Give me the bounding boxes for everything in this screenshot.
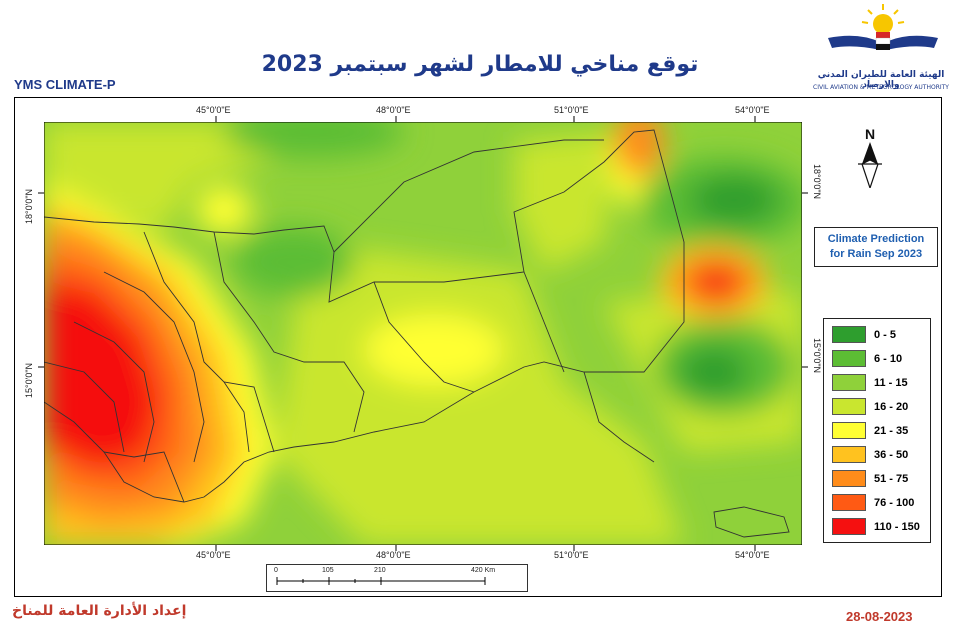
bottom-tick-54E: 54°0'0"E	[735, 550, 770, 560]
legend-label: 16 - 20	[874, 400, 909, 413]
legend-item: 21 - 35	[832, 422, 908, 439]
sun-icon	[861, 4, 905, 34]
rainfall-legend: 0 - 5 6 - 10 11 - 15 16 - 20 21 - 35 36 …	[823, 318, 931, 543]
legend-label: 36 - 50	[874, 448, 909, 461]
legend-swatch	[832, 446, 866, 463]
left-tick-15N: 15°0'0"N	[24, 362, 34, 398]
scale-bar: 0 105 210 420 Km	[266, 564, 528, 592]
top-tick-54E: 54°0'0"E	[735, 105, 770, 115]
legend-item: 110 - 150	[832, 518, 920, 535]
legend-label: 11 - 15	[874, 376, 908, 389]
legend-swatch	[832, 398, 866, 415]
top-tick-48E: 48°0'0"E	[376, 105, 411, 115]
top-tick-51E: 51°0'0"E	[554, 105, 589, 115]
left-tick-18N: 18°0'0"N	[24, 188, 34, 224]
rainfall-map	[44, 122, 802, 545]
bottom-tick-48E: 48°0'0"E	[376, 550, 411, 560]
legend-swatch	[832, 494, 866, 511]
north-arrow-icon: N	[852, 126, 888, 190]
map-title: توقع مناخي للامطار لشهر سبتمبر 2023	[261, 52, 699, 77]
governorate-boundaries	[44, 129, 685, 503]
wings-icon	[828, 35, 938, 50]
scale-label: 0	[274, 567, 278, 574]
legend-item: 0 - 5	[832, 326, 896, 343]
legend-label: 6 - 10	[874, 352, 903, 365]
flag-shield-icon	[875, 32, 891, 50]
scale-label: 210	[374, 567, 386, 574]
legend-item: 51 - 75	[832, 470, 908, 487]
legend-label: 110 - 150	[874, 520, 920, 533]
legend-label: 0 - 5	[874, 328, 897, 341]
legend-swatch	[832, 470, 866, 487]
legend-swatch	[832, 350, 866, 367]
scale-label: 105	[322, 567, 334, 574]
panel-line-1: Climate Prediction	[827, 233, 925, 245]
prediction-panel: Climate Prediction for Rain Sep 2023	[814, 227, 938, 267]
socotra-outline	[713, 506, 790, 538]
legend-item: 36 - 50	[832, 446, 908, 463]
legend-item: 16 - 20	[832, 398, 908, 415]
legend-label: 51 - 75	[874, 472, 909, 485]
logo-english-name: CIVIL AVIATION & METEOROLOGY AUTHORITY	[813, 84, 949, 91]
bottom-tick-51E: 51°0'0"E	[554, 550, 589, 560]
prepared-by: إعداد الأدارة العامة للمناخ	[12, 603, 187, 619]
legend-item: 6 - 10	[832, 350, 902, 367]
legend-swatch	[832, 422, 866, 439]
north-arrow-label: N	[864, 126, 876, 142]
right-tick-18N: 18°0'0"N	[812, 164, 822, 200]
logo-arabic-name: الهيئة العامة للطيران المدني والارصاد	[817, 70, 945, 90]
panel-line-2: for Rain Sep 2023	[829, 248, 923, 260]
top-tick-45E: 45°0'0"E	[196, 105, 231, 115]
legend-item: 11 - 15	[832, 374, 908, 391]
legend-swatch	[832, 518, 866, 535]
map-frame	[14, 97, 942, 597]
authority-logo	[818, 2, 948, 96]
right-tick-15N: 15°0'0"N	[812, 338, 822, 374]
product-label: YMS CLIMATE-P	[14, 77, 116, 92]
bottom-tick-45E: 45°0'0"E	[196, 550, 231, 560]
issue-date: 28-08-2023	[846, 609, 913, 624]
scale-label: 420 Km	[471, 567, 496, 574]
legend-item: 76 - 100	[832, 494, 914, 511]
legend-label: 21 - 35	[874, 424, 909, 437]
legend-swatch	[832, 326, 866, 343]
legend-swatch	[832, 374, 866, 391]
legend-label: 76 - 100	[874, 496, 915, 509]
